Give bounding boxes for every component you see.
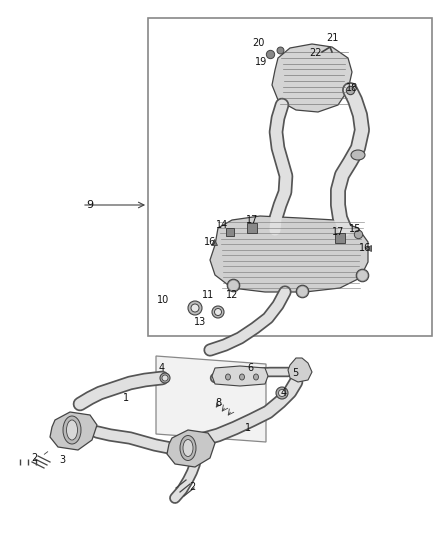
Text: 19: 19 bbox=[255, 57, 267, 67]
Text: 9: 9 bbox=[86, 200, 94, 210]
Text: 2: 2 bbox=[189, 482, 195, 492]
Ellipse shape bbox=[351, 150, 365, 160]
Polygon shape bbox=[272, 44, 352, 112]
Text: 6: 6 bbox=[247, 363, 253, 373]
Ellipse shape bbox=[67, 420, 78, 440]
Text: 4: 4 bbox=[159, 363, 165, 373]
Bar bbox=[148, 18, 432, 336]
Polygon shape bbox=[156, 356, 266, 442]
Text: 14: 14 bbox=[216, 220, 228, 230]
Text: 21: 21 bbox=[326, 33, 338, 43]
Polygon shape bbox=[167, 430, 215, 467]
Ellipse shape bbox=[276, 387, 288, 399]
Text: 15: 15 bbox=[349, 224, 361, 234]
Text: 12: 12 bbox=[226, 290, 238, 300]
Polygon shape bbox=[212, 366, 268, 386]
Text: 1: 1 bbox=[123, 393, 129, 403]
Text: 20: 20 bbox=[252, 38, 264, 48]
Ellipse shape bbox=[215, 309, 222, 316]
Text: 18: 18 bbox=[346, 83, 358, 93]
Text: 5: 5 bbox=[292, 368, 298, 378]
Ellipse shape bbox=[160, 373, 170, 383]
Text: 16: 16 bbox=[359, 243, 371, 253]
Ellipse shape bbox=[162, 375, 168, 381]
Ellipse shape bbox=[240, 374, 244, 380]
Text: 17: 17 bbox=[246, 215, 258, 225]
Ellipse shape bbox=[180, 435, 196, 461]
Polygon shape bbox=[210, 216, 368, 292]
Ellipse shape bbox=[188, 301, 202, 315]
Text: 3: 3 bbox=[59, 455, 65, 465]
Polygon shape bbox=[50, 412, 97, 450]
Ellipse shape bbox=[183, 440, 193, 456]
Ellipse shape bbox=[212, 306, 224, 318]
Ellipse shape bbox=[254, 374, 258, 380]
Text: 10: 10 bbox=[157, 295, 169, 305]
Ellipse shape bbox=[63, 416, 81, 444]
Text: 13: 13 bbox=[194, 317, 206, 327]
Text: 8: 8 bbox=[215, 398, 221, 408]
Text: 1: 1 bbox=[245, 423, 251, 433]
Ellipse shape bbox=[191, 304, 199, 312]
Ellipse shape bbox=[226, 374, 230, 380]
Ellipse shape bbox=[279, 390, 286, 397]
Text: 17: 17 bbox=[332, 227, 344, 237]
Polygon shape bbox=[288, 358, 312, 382]
Text: 11: 11 bbox=[202, 290, 214, 300]
Text: 22: 22 bbox=[310, 48, 322, 58]
Text: 16: 16 bbox=[204, 237, 216, 247]
Text: 4: 4 bbox=[281, 388, 287, 398]
Text: 2: 2 bbox=[31, 453, 37, 463]
